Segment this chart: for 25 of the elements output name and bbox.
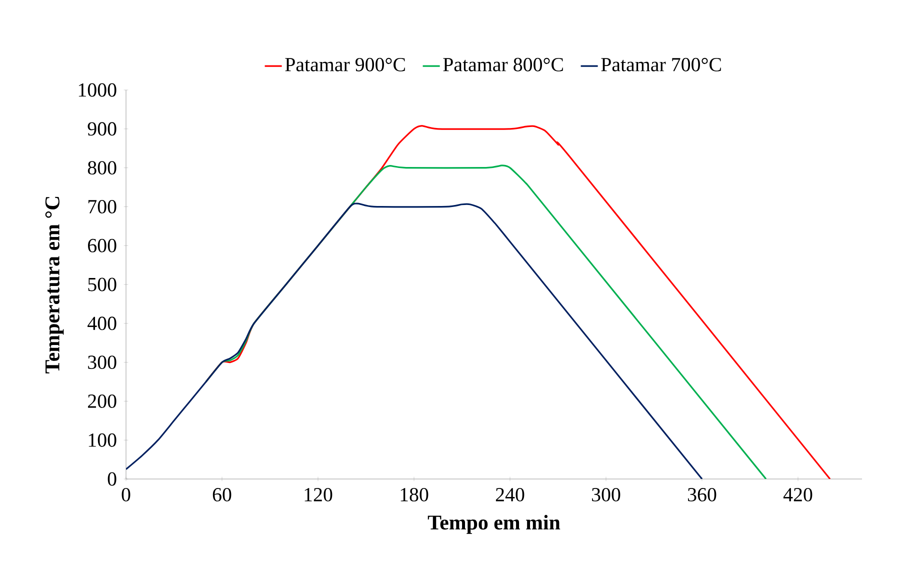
x-tick-label: 180 [400,488,428,502]
x-axis-title: Tempo em min [428,514,560,534]
x-tick-label: 120 [304,488,332,502]
x-tick-label: 420 [783,488,812,502]
legend-label: Patamar 800°C [443,58,563,72]
y-tick-label: 1000 [78,83,116,97]
line-series [126,202,703,479]
y-tick-label: 500 [88,278,116,292]
y-tick-label: 100 [88,433,116,447]
y-tick-label: 800 [88,161,116,175]
x-tick-label: 360 [688,488,716,502]
y-tick-label: 600 [88,238,116,252]
y-tick-label: 900 [88,122,116,136]
x-tick-label: 0 [122,488,130,502]
x-tick-label: 240 [496,488,524,502]
y-tick-label: 400 [88,316,116,330]
y-tick-label: 200 [88,394,116,408]
y-tick-label: 0 [108,472,116,486]
legend-label: Patamar 700°C [601,58,721,72]
x-tick-label: 60 [212,488,232,502]
y-tick-label: 300 [88,356,116,370]
y-axis-title: Temperatura em °C [45,196,64,374]
x-tick-label: 300 [592,488,620,502]
legend-label: Patamar 900°C [285,58,405,72]
y-tick-label: 700 [88,200,116,214]
